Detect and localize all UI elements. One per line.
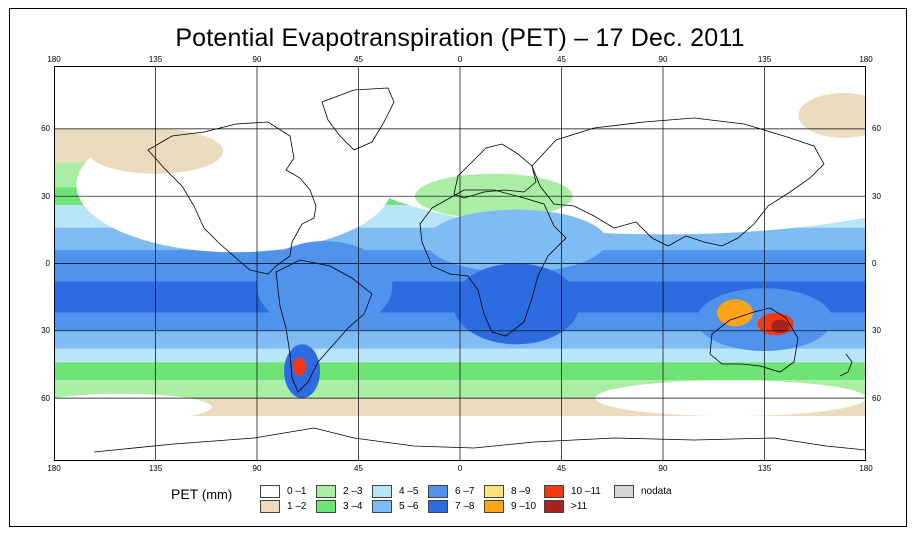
pet-patch-12 [717,299,754,327]
pet-patch-17 [798,92,866,138]
lon-tick-top-5: 45 [557,55,566,64]
legend-label-4: 4 –5 [399,486,419,497]
legend-swatch-1 [260,500,280,513]
figure-frame [9,8,907,527]
legend-swatch-9 [484,500,504,513]
pet-patch-11 [54,393,212,421]
greenland-outline [321,87,395,151]
lon-tick-bottom-2: 90 [252,464,262,473]
lat-tick-left-4: 60 [41,393,50,403]
lon-tick-bottom-7: 135 [757,464,772,473]
lat-tick-left-0: 60 [41,124,50,134]
lon-tick-top-3: 45 [354,55,363,64]
legend-label-7: 7 –8 [455,501,475,512]
pet-patch-5 [426,209,607,273]
legend-label-6: 6 –7 [455,486,475,497]
pet-patch-15 [293,357,307,376]
lon-tick-top-8: 180 [859,55,873,64]
legend-title: PET (mm) [171,486,232,502]
legend-label-2: 2 –3 [343,486,363,497]
asia-outline [531,117,825,247]
legend-label-12: nodata [641,486,672,497]
lon-tick-top-6: 90 [658,55,668,64]
lon-tick-bottom-6: 90 [658,464,668,473]
antarctica-outline [93,427,866,453]
lon-tick-bottom-1: 135 [148,464,163,473]
lon-tick-top-2: 90 [252,55,262,64]
lon-tick-bottom-3: 45 [354,464,363,473]
lat-tick-left-3: 30 [41,326,50,336]
lon-tick-bottom-8: 180 [859,464,873,473]
legend-label-0: 0 –1 [287,486,307,497]
legend-swatch-11 [544,500,564,513]
lon-tick-top-1: 135 [148,55,163,64]
pet-patch-14 [771,319,790,334]
legend-swatch-7 [428,500,448,513]
lat-tick-left-1: 30 [41,191,50,201]
lat-tick-right-1: 30 [872,191,881,201]
pet-patch-7 [453,263,580,345]
legend-swatch-5 [372,500,392,513]
north-america-outline [147,121,317,275]
legend-swatch-8 [484,485,504,498]
lat-tick-left-2: 0 [45,259,50,268]
legend-unit: (mm) [201,487,233,502]
legend-label-3: 3 –4 [343,501,363,512]
lat-tick-right-4: 60 [872,393,881,403]
legend-label-5: 5 –6 [399,501,419,512]
lat-tick-right-2: 0 [872,259,877,268]
africa-outline [419,189,567,337]
legend-swatch-3 [316,500,336,513]
australia-outline [709,307,799,373]
legend-swatch-0 [260,485,280,498]
land-outlines [93,87,866,453]
legend-swatch-10 [544,485,564,498]
lon-tick-top-7: 135 [757,55,772,64]
lon-tick-bottom-5: 45 [557,464,566,473]
lat-tick-right-0: 60 [872,124,881,134]
legend-label: PET [171,486,198,502]
legend-label-1: 1 –2 [287,501,307,512]
legend-label-8: 8 –9 [511,486,531,497]
new-zealand-outline [839,353,853,377]
pet-patch-3 [257,70,483,134]
legend-swatch-6 [428,485,448,498]
lon-tick-bottom-0: 180 [47,464,61,473]
legend-swatch-12 [614,485,634,498]
legend-label-11: >11 [571,501,588,512]
lon-tick-top-4: 0 [457,55,463,64]
lat-tick-right-3: 30 [872,326,881,336]
lon-tick-top-0: 180 [47,55,61,64]
legend-label-10: 10 –11 [571,486,601,497]
map-title: Potential Evapotranspiration (PET) – 17 … [175,24,745,52]
legend-swatch-4 [372,485,392,498]
lon-tick-bottom-4: 0 [457,464,463,473]
pet-map [54,66,866,461]
legend-swatch-2 [316,485,336,498]
legend-label-9: 9 –10 [511,501,537,512]
map-border [54,66,866,461]
south-america-outline [275,259,373,393]
graticule [54,66,866,461]
